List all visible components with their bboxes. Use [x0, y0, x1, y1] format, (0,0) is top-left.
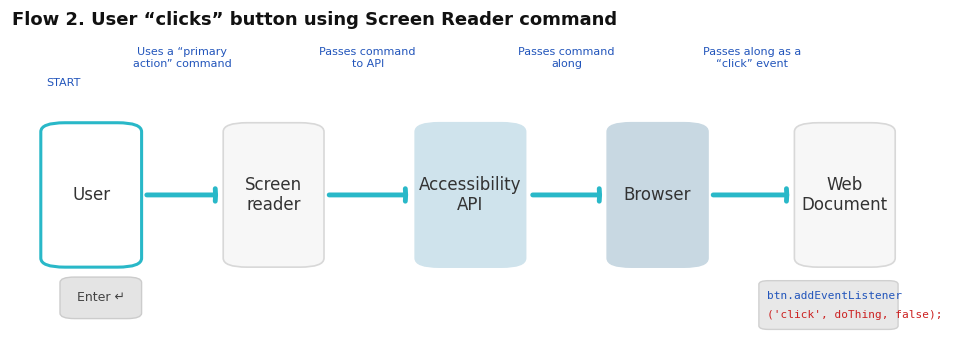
Text: ('click', doThing, false);: ('click', doThing, false);	[766, 310, 942, 320]
FancyBboxPatch shape	[415, 123, 526, 267]
FancyBboxPatch shape	[60, 277, 142, 319]
Text: Passes command
along: Passes command along	[518, 47, 614, 69]
FancyBboxPatch shape	[40, 123, 142, 267]
Text: Screen
reader: Screen reader	[245, 175, 302, 214]
FancyBboxPatch shape	[608, 123, 708, 267]
FancyBboxPatch shape	[223, 123, 324, 267]
Text: Accessibility
API: Accessibility API	[420, 175, 521, 214]
Text: Uses a “primary
action” command: Uses a “primary action” command	[133, 47, 231, 69]
Text: btn.addEventListener: btn.addEventListener	[766, 291, 901, 301]
Text: Flow 2. User “clicks” button using Screen Reader command: Flow 2. User “clicks” button using Scree…	[12, 11, 616, 29]
Text: Enter ↵: Enter ↵	[77, 291, 125, 304]
FancyBboxPatch shape	[758, 281, 899, 329]
Text: User: User	[72, 186, 110, 204]
Text: Web
Document: Web Document	[802, 175, 888, 214]
Text: Passes command
to API: Passes command to API	[320, 47, 416, 69]
FancyBboxPatch shape	[795, 123, 895, 267]
Text: START: START	[46, 78, 81, 88]
Text: Passes along as a
“click” event: Passes along as a “click” event	[703, 47, 801, 69]
Text: Browser: Browser	[624, 186, 691, 204]
